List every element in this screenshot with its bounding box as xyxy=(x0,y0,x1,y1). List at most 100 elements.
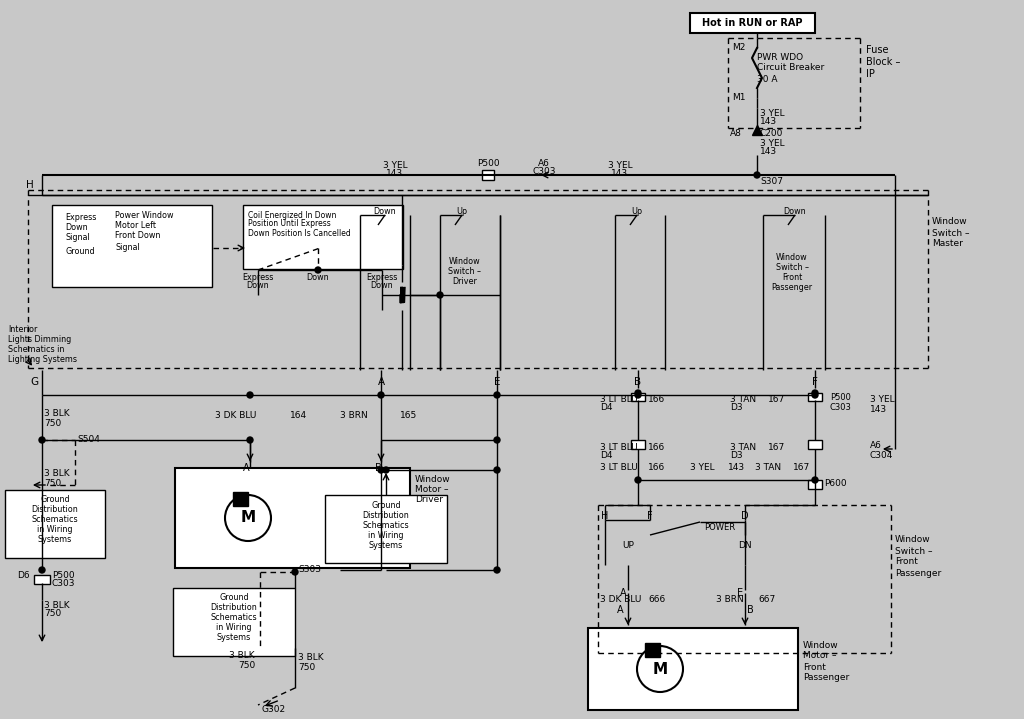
Text: Switch –: Switch – xyxy=(895,546,933,556)
Text: 3 LT BLU: 3 LT BLU xyxy=(600,395,638,405)
Text: C200: C200 xyxy=(760,129,783,137)
Text: C303: C303 xyxy=(52,580,76,588)
Text: 3 BRN: 3 BRN xyxy=(340,411,368,419)
Text: 3 DK BLU: 3 DK BLU xyxy=(215,411,256,419)
Text: 3 LT BLU: 3 LT BLU xyxy=(600,444,638,452)
Bar xyxy=(482,170,494,180)
Bar xyxy=(173,588,295,656)
Bar xyxy=(175,468,410,568)
Bar xyxy=(631,440,645,449)
Text: Schematics: Schematics xyxy=(211,613,257,623)
Text: B: B xyxy=(635,377,642,387)
Text: D3: D3 xyxy=(730,452,742,460)
Text: M: M xyxy=(652,661,668,677)
Text: 166: 166 xyxy=(648,444,666,452)
Text: H: H xyxy=(601,511,608,521)
Text: 3 BLK: 3 BLK xyxy=(44,600,70,610)
Text: Block –: Block – xyxy=(866,57,900,67)
Text: B: B xyxy=(746,605,754,615)
Text: Systems: Systems xyxy=(217,633,251,643)
Circle shape xyxy=(39,567,45,573)
Circle shape xyxy=(292,569,298,575)
Text: Window: Window xyxy=(415,475,451,485)
Circle shape xyxy=(637,646,683,692)
Bar xyxy=(5,490,105,558)
Circle shape xyxy=(378,467,384,473)
Circle shape xyxy=(247,392,253,398)
Circle shape xyxy=(812,477,818,483)
Text: Passenger: Passenger xyxy=(803,674,849,682)
Text: 3 BLK: 3 BLK xyxy=(44,470,70,479)
Circle shape xyxy=(225,495,271,541)
Text: Motor –: Motor – xyxy=(803,651,837,661)
Text: E: E xyxy=(494,377,501,387)
Text: Motor –: Motor – xyxy=(415,485,449,495)
Text: 166: 166 xyxy=(648,464,666,472)
Text: 666: 666 xyxy=(648,595,666,605)
Bar xyxy=(808,440,822,449)
Text: 3 BRN: 3 BRN xyxy=(716,595,743,605)
Text: Down: Down xyxy=(306,273,330,282)
Text: A: A xyxy=(243,463,249,473)
Text: 166: 166 xyxy=(648,395,666,405)
Text: D6: D6 xyxy=(17,570,30,580)
Text: H: H xyxy=(27,180,34,190)
Circle shape xyxy=(635,392,641,398)
Circle shape xyxy=(39,437,45,443)
Circle shape xyxy=(494,392,500,398)
Circle shape xyxy=(754,172,760,178)
Text: Schematics: Schematics xyxy=(32,516,78,524)
Text: Down: Down xyxy=(783,208,806,216)
Text: D: D xyxy=(741,511,749,521)
Text: Lighting Systems: Lighting Systems xyxy=(8,355,77,365)
Text: Distribution: Distribution xyxy=(211,603,257,613)
Circle shape xyxy=(494,437,500,443)
Text: in Wiring: in Wiring xyxy=(37,526,73,534)
Text: 164: 164 xyxy=(290,411,307,419)
Text: 3 DK BLU: 3 DK BLU xyxy=(600,595,641,605)
Text: Front: Front xyxy=(895,557,918,567)
Text: 143: 143 xyxy=(611,170,629,178)
Text: Switch –: Switch – xyxy=(775,263,809,273)
Circle shape xyxy=(437,292,443,298)
Text: 167: 167 xyxy=(768,395,785,405)
Text: 667: 667 xyxy=(758,595,775,605)
Text: C304: C304 xyxy=(870,451,893,459)
Text: Front: Front xyxy=(803,662,826,672)
Text: B: B xyxy=(375,463,381,473)
Text: 3 YEL: 3 YEL xyxy=(383,160,408,170)
Text: 165: 165 xyxy=(400,411,417,419)
Text: 3 TAN: 3 TAN xyxy=(730,395,756,405)
Text: 750: 750 xyxy=(238,661,255,669)
Text: S303: S303 xyxy=(298,566,321,574)
Text: Ground: Ground xyxy=(40,495,70,505)
Text: Ground: Ground xyxy=(371,500,400,510)
Circle shape xyxy=(315,267,321,273)
Text: Down: Down xyxy=(371,282,393,290)
Circle shape xyxy=(378,392,384,398)
Text: Coil Energized In Down: Coil Energized In Down xyxy=(248,211,336,219)
Text: Schematics in: Schematics in xyxy=(8,346,65,354)
Text: 750: 750 xyxy=(44,418,61,428)
Text: S504: S504 xyxy=(77,436,100,444)
Text: Down: Down xyxy=(247,282,269,290)
Circle shape xyxy=(812,392,818,398)
Text: Window: Window xyxy=(776,254,808,262)
Circle shape xyxy=(494,467,500,473)
Text: Systems: Systems xyxy=(38,536,72,544)
Text: Fuse: Fuse xyxy=(866,45,889,55)
Text: A8: A8 xyxy=(730,129,741,137)
Text: Express: Express xyxy=(243,273,273,282)
Text: Distribution: Distribution xyxy=(32,505,79,515)
Text: in Wiring: in Wiring xyxy=(369,531,403,539)
Bar xyxy=(631,393,645,401)
Text: 30 A: 30 A xyxy=(757,75,777,83)
Bar xyxy=(325,495,447,563)
Circle shape xyxy=(635,390,641,396)
Text: P500: P500 xyxy=(830,393,851,403)
Text: 750: 750 xyxy=(44,480,61,488)
Text: G: G xyxy=(30,377,38,387)
Text: D4: D4 xyxy=(600,452,612,460)
Text: A: A xyxy=(616,605,624,615)
Text: Systems: Systems xyxy=(369,541,403,549)
